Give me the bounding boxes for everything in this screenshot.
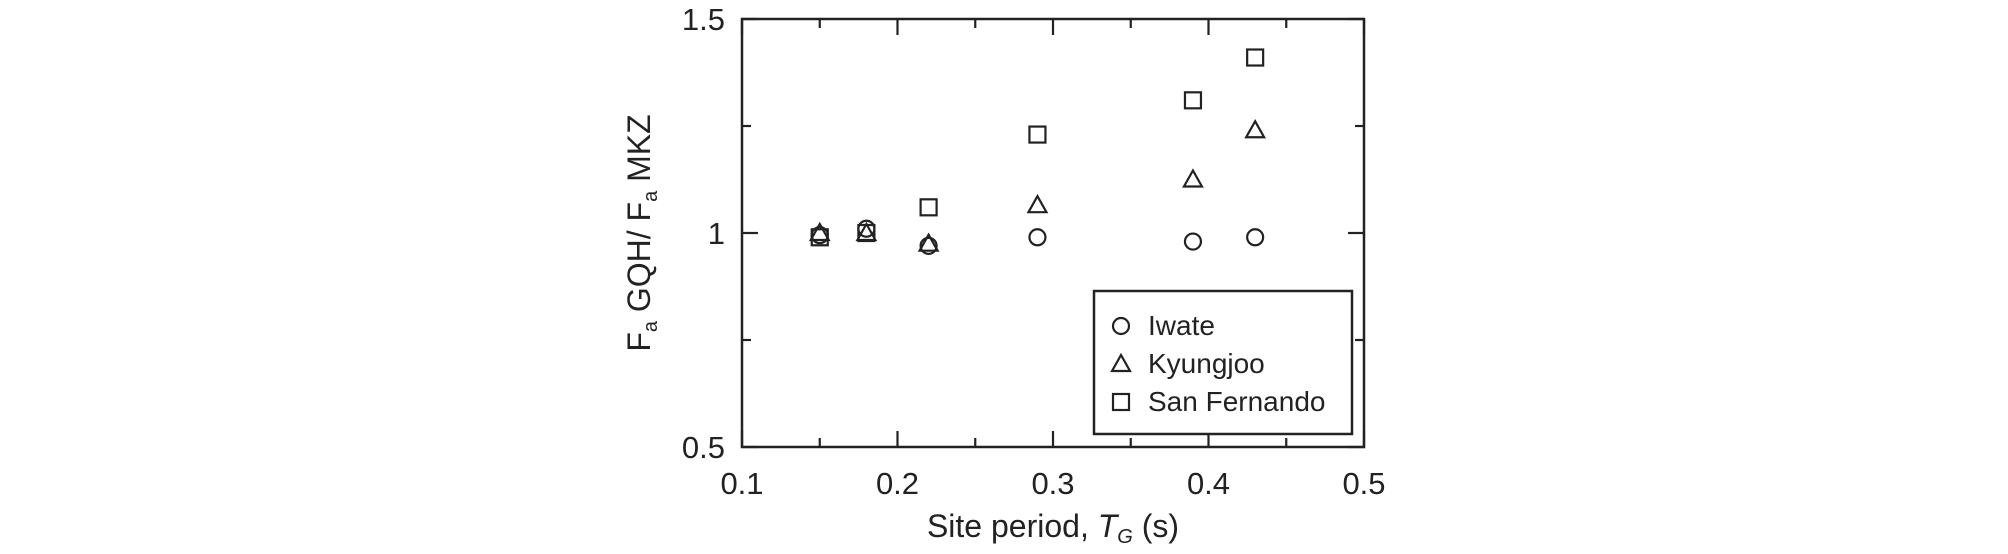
square-point bbox=[1028, 125, 1047, 144]
square-point bbox=[1183, 91, 1203, 110]
legend-box bbox=[1092, 289, 1354, 436]
legend-label-iwate: Iwate bbox=[1148, 310, 1215, 341]
legend-circle-marker bbox=[1111, 316, 1131, 336]
y-axis-title: Fa GQH/ Fa MKZ bbox=[621, 114, 662, 351]
triangle-point bbox=[1182, 168, 1204, 188]
triangle-point bbox=[1026, 193, 1049, 214]
x-tick-label: 0.5 bbox=[1342, 466, 1385, 501]
y-tick-label: 0.5 bbox=[682, 430, 725, 465]
circle-point bbox=[919, 236, 938, 255]
x-axis-title: Site period, TG (s) bbox=[927, 508, 1179, 548]
legend-triangle-marker bbox=[1110, 352, 1132, 373]
triangle-point bbox=[1244, 119, 1267, 139]
legend-square-marker bbox=[1111, 392, 1131, 412]
square-point bbox=[919, 198, 938, 217]
x-axis-subscript: G bbox=[1117, 526, 1133, 548]
x-tick-label: 0.4 bbox=[1187, 466, 1230, 501]
y-tick-label: 1.5 bbox=[682, 2, 725, 37]
series-kyungjoo bbox=[808, 119, 1267, 252]
x-tick-label: 0.3 bbox=[1031, 466, 1074, 501]
legend-label-kyungjoo: Kyungjoo bbox=[1148, 348, 1265, 379]
legend-label-san-fernando: San Fernando bbox=[1148, 386, 1325, 417]
x-tick-label: 0.1 bbox=[720, 466, 763, 501]
circle-point bbox=[1246, 228, 1265, 247]
tick-marks bbox=[740, 17, 1366, 449]
y-tick-label: 1 bbox=[708, 216, 725, 251]
series-san-fernando bbox=[810, 48, 1265, 247]
legend-markers bbox=[1110, 316, 1132, 412]
square-point bbox=[857, 223, 876, 243]
x-axis-symbol: T bbox=[1098, 508, 1120, 544]
data-markers bbox=[808, 48, 1267, 255]
series-iwate bbox=[810, 219, 1265, 255]
circle-point bbox=[1183, 232, 1203, 251]
x-tick-label: 0.2 bbox=[876, 466, 919, 501]
legend: Iwate Kyungjoo San Fernando bbox=[1092, 289, 1354, 436]
square-point bbox=[1246, 48, 1265, 67]
circle-point bbox=[1028, 228, 1047, 247]
square-point bbox=[810, 228, 829, 247]
triangle-point bbox=[808, 221, 831, 242]
tick-labels: 0.1 0.2 0.3 0.4 0.5 0.5 1 1.5 bbox=[682, 2, 1386, 501]
triangle-point bbox=[917, 232, 940, 252]
